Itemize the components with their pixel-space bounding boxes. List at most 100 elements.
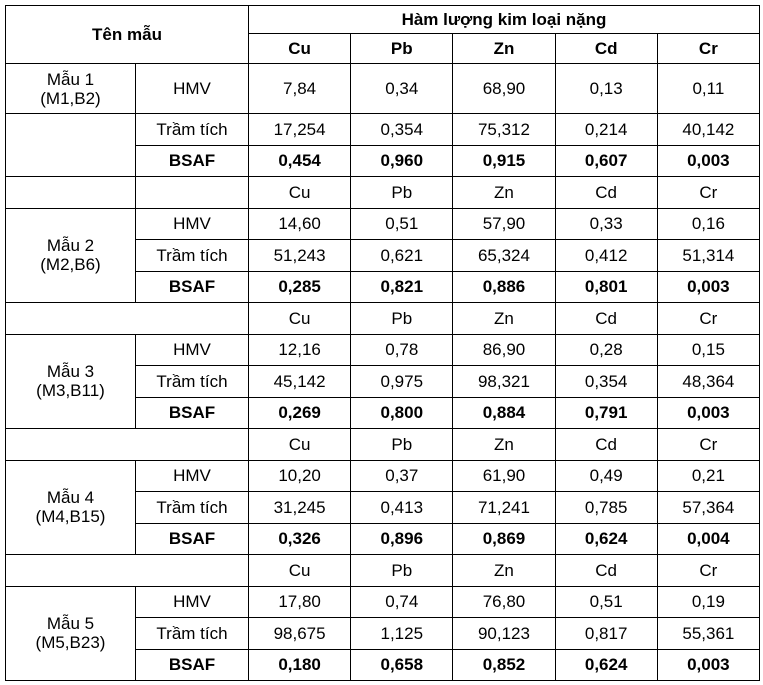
sample-code: (M2,B6) [40,255,101,275]
value-cell: 0,413 [350,491,454,524]
sample-label: Mẫu 3 [46,362,95,382]
metal-header: Cu [247,33,352,64]
value-cell: 0,791 [554,396,658,429]
sample-header: Tên mẫu [5,5,249,64]
sample-label: Mẫu 4 [46,488,95,508]
value-cell: 51,314 [656,239,761,272]
value-cell: 0,37 [350,459,454,492]
value-cell: 0,269 [247,396,352,429]
value-cell: 61,90 [452,459,556,492]
value-cell: 0,624 [554,648,658,681]
value-cell: 0,49 [554,459,658,492]
row-label: Trầm tích [135,239,249,272]
empty-cell [5,176,136,209]
value-cell: 14,60 [247,207,352,240]
data-row: BSAF 0,326 0,896 0,869 0,624 0,004 [6,522,761,555]
value-cell: 57,364 [656,491,761,524]
metal-header: Zn [452,302,556,335]
value-cell: 98,675 [247,617,352,650]
value-cell: 76,80 [452,585,556,618]
value-cell: 0,78 [350,333,454,366]
value-cell: 10,20 [247,459,352,492]
value-cell: 48,364 [656,365,761,398]
row-label: HMV [135,459,249,492]
value-cell: 0,785 [554,491,658,524]
empty-cell [5,113,136,177]
group-header: Hàm lượng kim loại nặng [248,5,760,34]
sample-label: Mẫu 5 [46,614,95,634]
row-label: Trầm tích [135,113,249,146]
data-table: Tên mẫu Hàm lượng kim loại nặng Cu Pb Zn Cd… [5,5,761,681]
value-cell: 40,142 [656,113,761,146]
sample-name: Mẫu 3 (M3,B11) [5,333,136,429]
row-label: Trầm tích [135,617,249,650]
data-row: Trầm tích 17,254 0,354 75,312 0,214 40,142 [5,113,761,177]
metal-header: Cr [656,428,761,461]
metal-header: Cr [656,33,761,64]
value-cell: 0,19 [656,585,761,618]
sample-name: Mẫu 4 (M4,B15) [5,459,136,555]
data-row: BSAF 0,180 0,658 0,852 0,624 0,003 [6,648,761,681]
value-cell: 0,11 [656,63,761,114]
metal-header: Cr [656,554,761,587]
data-row: Trầm tích 98,675 1,125 90,123 0,817 55,361 [6,617,761,650]
data-row: Mẫu 2 (M2,B6) HMV 14,60 0,51 57,90 0,33 0,16 [5,207,761,303]
value-cell: 45,142 [247,365,352,398]
row-label: BSAF [135,144,249,177]
value-cell: 90,123 [452,617,556,650]
data-row: Mẫu 3 (M3,B11) HMV 12,16 0,78 86,90 0,28 0,15 [5,333,761,429]
value-cell: 55,361 [656,617,761,650]
value-cell: 0,454 [247,144,352,177]
metal-header: Pb [350,176,454,209]
value-cell: 0,821 [350,270,454,303]
value-cell: 0,214 [554,113,658,146]
value-cell: 0,624 [554,522,658,555]
value-cell: 0,884 [452,396,556,429]
metal-header: Cu [247,554,352,587]
value-cell: 0,801 [554,270,658,303]
value-cell: 0,354 [350,113,454,146]
value-cell: 0,817 [554,617,658,650]
value-cell: 0,915 [452,144,556,177]
metal-header: Cr [656,176,761,209]
empty-cell [5,554,249,587]
metal-header: Cd [554,302,658,335]
sample-name: Mẫu 5 (M5,B23) [5,585,136,681]
row-label: HMV [135,207,249,240]
value-cell: 1,125 [350,617,454,650]
row-label: HMV [135,333,249,366]
value-cell: 17,80 [247,585,352,618]
metal-header: Pb [350,428,454,461]
value-cell: 0,800 [350,396,454,429]
value-cell: 75,312 [452,113,556,146]
value-cell: 0,16 [656,207,761,240]
value-cell: 0,004 [656,522,761,555]
row-label: BSAF [135,522,249,555]
row-label: BSAF [135,396,249,429]
value-cell: 51,243 [247,239,352,272]
value-cell: 0,896 [350,522,454,555]
metal-header: Cu [247,302,352,335]
metal-header: Zn [452,176,556,209]
value-cell: 0,003 [656,396,761,429]
sample-code: (M1,B2) [40,88,101,108]
metal-header: Cd [554,554,658,587]
metal-header: Cd [554,176,658,209]
value-cell: 0,15 [656,333,761,366]
metal-row: Cu Pb Zn Cd Cr [6,33,761,64]
metal-header: Zn [452,554,556,587]
value-cell: 0,180 [247,648,352,681]
value-cell: 0,886 [452,270,556,303]
value-cell: 0,51 [554,585,658,618]
value-cell: 0,13 [554,63,658,114]
row-label: BSAF [135,648,249,681]
sample-code: (M3,B11) [36,381,105,401]
data-row: Trầm tích 51,243 0,621 65,324 0,412 51,314 [6,239,761,272]
sample-name: Mẫu 2 (M2,B6) [5,207,136,303]
sample-label: Mẫu 1 [46,69,95,89]
value-cell: 0,003 [656,648,761,681]
metal-header: Pb [350,33,454,64]
row-label: HMV [135,63,249,114]
value-cell: 0,412 [554,239,658,272]
